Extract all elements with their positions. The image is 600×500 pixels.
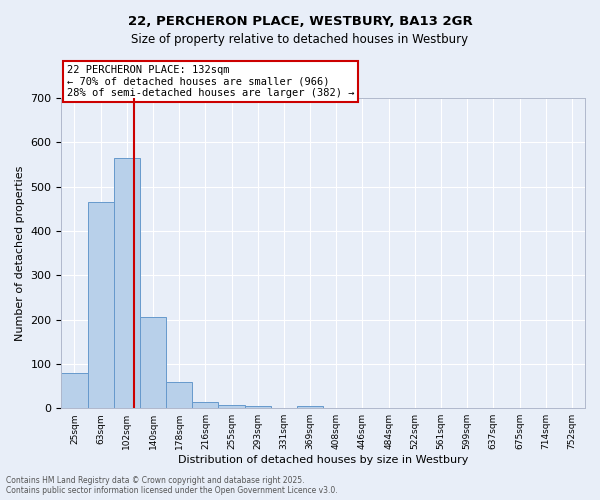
Bar [166,382,193,408]
Bar [61,373,88,408]
Bar [245,406,271,408]
Text: 22, PERCHERON PLACE, WESTBURY, BA13 2GR: 22, PERCHERON PLACE, WESTBURY, BA13 2GR [128,15,472,28]
Bar [218,404,245,408]
Bar [88,202,114,408]
Text: Contains HM Land Registry data © Crown copyright and database right 2025.
Contai: Contains HM Land Registry data © Crown c… [6,476,338,495]
X-axis label: Distribution of detached houses by size in Westbury: Distribution of detached houses by size … [178,455,469,465]
Text: Size of property relative to detached houses in Westbury: Size of property relative to detached ho… [131,32,469,46]
Bar [297,406,323,408]
Bar [114,158,140,408]
Bar [193,402,218,408]
Y-axis label: Number of detached properties: Number of detached properties [15,166,25,341]
Text: 22 PERCHERON PLACE: 132sqm
← 70% of detached houses are smaller (966)
28% of sem: 22 PERCHERON PLACE: 132sqm ← 70% of deta… [67,65,354,98]
Bar [140,316,166,408]
